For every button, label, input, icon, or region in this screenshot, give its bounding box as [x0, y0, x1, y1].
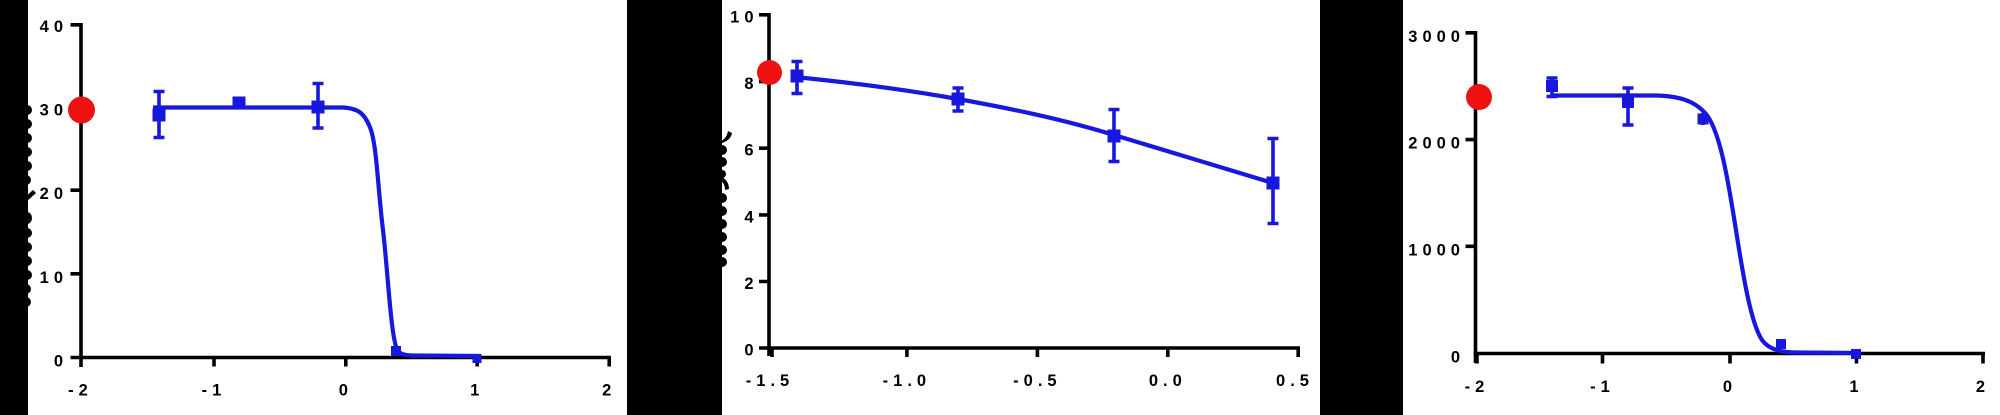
- svg-text:-2: -2: [1465, 378, 1490, 396]
- svg-text:4: 4: [744, 208, 758, 226]
- svg-text:2000: 2000: [1408, 135, 1465, 153]
- svg-text:3000: 3000: [1408, 28, 1465, 46]
- svg-text:-1: -1: [1590, 378, 1615, 396]
- svg-text:2: 2: [1976, 378, 1990, 396]
- svg-text:40: 40: [40, 18, 68, 36]
- svg-text:1: 1: [470, 382, 484, 400]
- svg-text:1: 1: [1849, 378, 1863, 396]
- svg-text:-1.5: -1.5: [746, 372, 794, 390]
- svg-text:2: 2: [744, 275, 758, 293]
- svg-text:0.0: 0.0: [1149, 372, 1187, 390]
- svg-text:-2: -2: [68, 382, 93, 400]
- svg-text:0: 0: [744, 342, 758, 360]
- svg-text:10: 10: [40, 269, 68, 287]
- svg-text:8: 8: [744, 75, 758, 93]
- svg-text:0.5: 0.5: [1276, 372, 1314, 390]
- svg-text:10: 10: [730, 9, 758, 27]
- svg-text:-1.0: -1.0: [883, 372, 931, 390]
- svg-text:1000: 1000: [1408, 241, 1465, 259]
- svg-text:-0.5: -0.5: [1013, 372, 1061, 390]
- svg-text:6: 6: [744, 142, 758, 160]
- svg-text:0: 0: [1723, 378, 1737, 396]
- svg-text:20: 20: [40, 185, 68, 203]
- svg-text:0: 0: [54, 353, 68, 371]
- svg-text:-1: -1: [202, 382, 227, 400]
- svg-text:0: 0: [339, 382, 353, 400]
- svg-text:2: 2: [602, 382, 616, 400]
- svg-text:30: 30: [40, 102, 68, 120]
- svg-text:0: 0: [1451, 349, 1465, 367]
